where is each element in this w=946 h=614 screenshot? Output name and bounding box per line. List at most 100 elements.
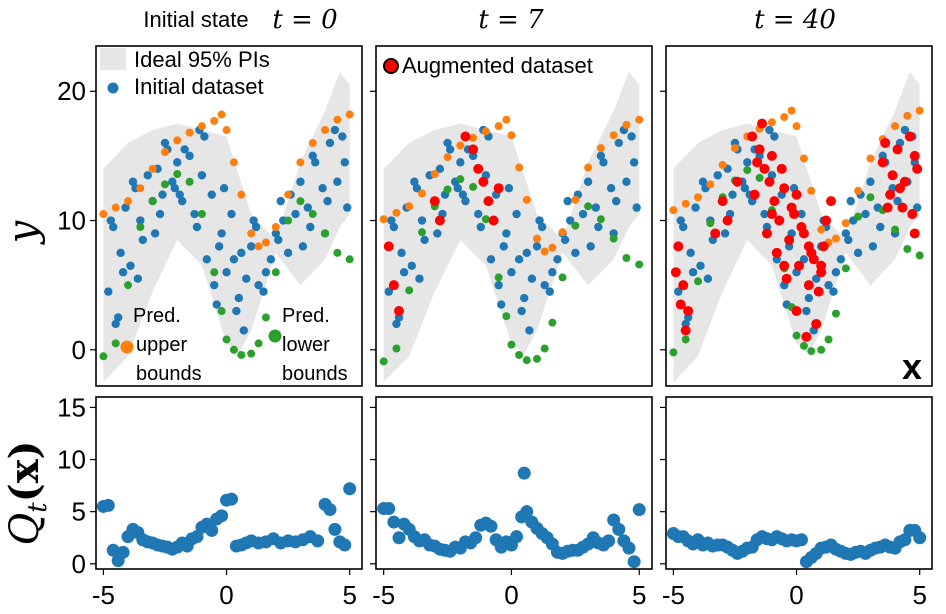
augmented-point	[762, 228, 772, 238]
x-tick-label: 5	[912, 580, 926, 610]
initial-point	[323, 197, 331, 205]
upper-bound-point	[255, 242, 263, 250]
upper-bound-point	[780, 113, 788, 121]
initial-point	[876, 223, 884, 231]
initial-point	[477, 223, 485, 231]
upper-bound-point	[296, 158, 304, 166]
initial-point	[691, 203, 699, 211]
initial-point	[139, 236, 147, 244]
lower-bound-point	[418, 228, 426, 236]
initial-point	[222, 268, 230, 276]
initial-point	[525, 326, 533, 334]
initial-point	[232, 307, 240, 315]
upper-bound-point	[706, 180, 714, 188]
initial-point	[832, 268, 840, 276]
initial-point	[802, 307, 810, 315]
augmented-point	[905, 131, 915, 141]
initial-point	[161, 139, 169, 147]
lower-bound-point	[891, 226, 899, 234]
augmented-point	[718, 196, 728, 206]
augmented-point	[814, 287, 824, 297]
lower-bound-point	[541, 345, 549, 353]
lower-bound-point	[218, 307, 226, 315]
augmented-point	[895, 183, 905, 193]
upper-bound-point	[610, 131, 618, 139]
augmented-point	[888, 170, 898, 180]
title-math-col-1: t = 0	[272, 5, 337, 35]
upper-bound-point	[173, 136, 181, 144]
upper-bound-point	[321, 126, 329, 134]
augmented-point	[792, 190, 802, 200]
initial-point	[612, 197, 620, 205]
lower-bound-point	[255, 339, 263, 347]
lower-bound-point	[346, 255, 354, 263]
q-point	[393, 531, 406, 544]
initial-point	[284, 249, 292, 257]
q-point	[628, 555, 641, 568]
initial-point	[193, 223, 201, 231]
lower-annotation-line: lower	[282, 334, 330, 356]
figure: Initial state t = 0 t = 7 t = 40 y Qt(x)…	[0, 0, 946, 614]
upper-bound-point	[507, 131, 515, 139]
augmented-point	[671, 267, 681, 277]
initial-point	[116, 249, 124, 257]
augmented-point	[792, 306, 802, 316]
lower-bound-point	[173, 170, 181, 178]
initial-point	[714, 171, 722, 179]
bottom-y-axis-label: Qt(x)	[1, 441, 53, 546]
lower-bound-point	[854, 213, 862, 221]
y-tick-label: 10	[57, 206, 86, 236]
augmented-point	[912, 164, 922, 174]
upper-bound-point	[523, 196, 531, 204]
lower-bound-point	[533, 355, 541, 363]
initial-point	[249, 216, 257, 224]
q-point	[215, 509, 228, 522]
legend-augmented-marker	[384, 59, 398, 73]
q-point	[612, 523, 625, 536]
lower-bound-point	[515, 351, 523, 359]
augmented-point	[885, 190, 895, 200]
lower-bound-point	[272, 268, 280, 276]
upper-bound-point	[807, 187, 815, 195]
augmented-point	[804, 280, 814, 290]
lower-bound-point	[380, 357, 388, 365]
augmented-point	[489, 216, 499, 226]
augmented-point	[710, 228, 720, 238]
initial-point	[743, 158, 751, 166]
lower-bound-point	[444, 185, 452, 193]
bottom-y-label-arg: (x)	[1, 441, 48, 503]
upper-bound-point	[832, 235, 840, 243]
augmented-point	[435, 216, 445, 226]
augmented-point	[757, 119, 767, 129]
upper-annotation-marker	[121, 341, 134, 354]
initial-point	[721, 229, 729, 237]
y-tick-label: 15	[57, 392, 86, 422]
lower-bound-point	[405, 286, 413, 294]
initial-point	[523, 249, 531, 257]
upper-bound-point	[210, 117, 218, 125]
initial-point	[107, 216, 115, 224]
augmented-point	[772, 248, 782, 258]
lower-bound-point	[321, 229, 329, 237]
augmented-point	[468, 144, 478, 154]
initial-point	[586, 242, 594, 250]
augmented-point	[389, 280, 399, 290]
upper-bound-point	[891, 122, 899, 130]
initial-point	[765, 126, 773, 134]
augmented-point	[673, 241, 683, 251]
upper-bound-point	[866, 154, 874, 162]
lower-bound-point	[495, 273, 503, 281]
upper-bound-point	[817, 226, 825, 234]
upper-annotation-line: Pred.	[133, 305, 181, 327]
q-point	[623, 542, 636, 555]
augmented-point	[750, 190, 760, 200]
y-tick-label: 0	[72, 549, 86, 579]
initial-point	[176, 190, 184, 198]
augmented-point	[878, 157, 888, 167]
upper-annotation-line: upper	[136, 334, 187, 356]
initial-point	[571, 249, 579, 257]
initial-point	[410, 178, 418, 186]
initial-point	[686, 249, 694, 257]
initial-point	[114, 313, 122, 321]
